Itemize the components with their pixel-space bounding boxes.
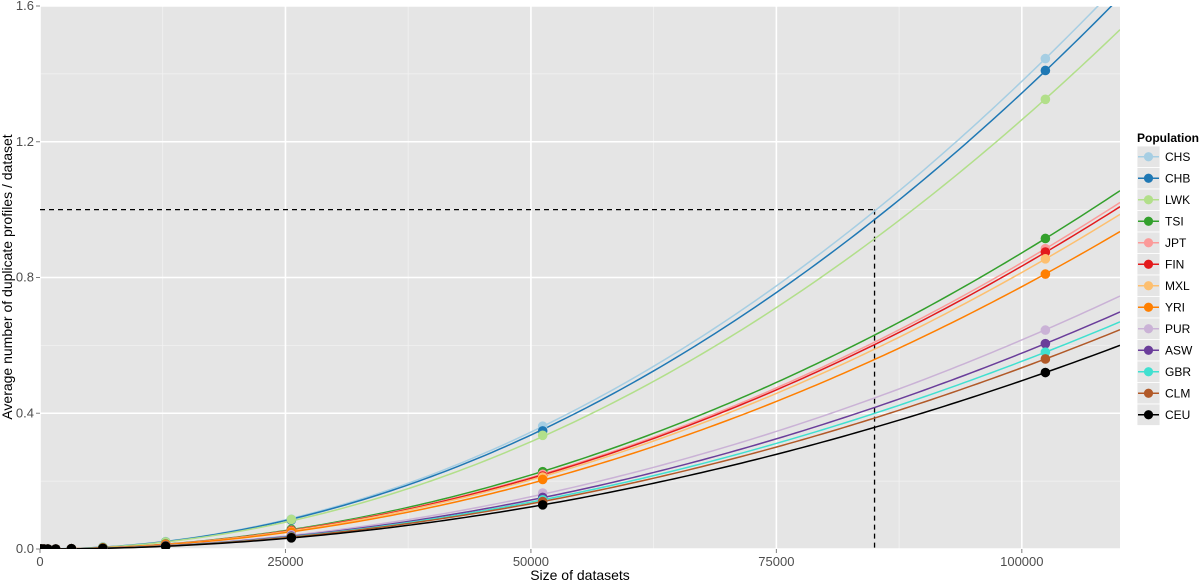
data-point-ceu xyxy=(160,541,171,549)
data-point-clm xyxy=(1040,354,1051,364)
data-point-lwk xyxy=(537,430,548,441)
legend-key-point xyxy=(1143,345,1154,355)
data-point-yri xyxy=(537,474,548,485)
y-tick-label: 1.6 xyxy=(16,0,34,13)
y-tick-label: 0.8 xyxy=(16,270,34,285)
y-axis-title: Average number of duplicate profiles / d… xyxy=(0,134,15,419)
x-axis-title: Size of datasets xyxy=(530,567,630,582)
x-tick-label: 50000 xyxy=(513,554,549,569)
legend-key-point xyxy=(1143,216,1154,226)
legend-key-point xyxy=(1143,388,1154,398)
data-point-ceu xyxy=(286,533,297,543)
legend-label-fin: FIN xyxy=(1165,258,1184,272)
series-line-ceu xyxy=(40,344,1120,549)
data-points xyxy=(40,53,1051,549)
y-tick-label: 1.2 xyxy=(16,134,34,149)
legend-label-lwk: LWK xyxy=(1165,193,1190,207)
legend-key-point xyxy=(1143,195,1154,205)
data-point-ceu xyxy=(1040,367,1051,378)
legend-key-point xyxy=(1143,302,1154,312)
x-tick-label: 25000 xyxy=(267,554,303,569)
data-point-gbr xyxy=(1040,347,1051,357)
data-point-chs xyxy=(1040,53,1051,64)
data-point-ceu xyxy=(66,543,77,549)
legend-label-tsi: TSI xyxy=(1165,215,1184,229)
series-line-yri xyxy=(40,230,1120,549)
legend-label-pur: PUR xyxy=(1165,322,1191,336)
legend-key-point xyxy=(1143,259,1154,269)
legend-key-point xyxy=(1143,281,1154,291)
data-point-pur xyxy=(1040,325,1051,335)
legend: Population CHS CHB LWK TSI JPT FIN MXL YRI PUR AS… xyxy=(1136,131,1199,426)
legend-label-chs: CHS xyxy=(1165,150,1190,164)
legend-key-point xyxy=(1143,238,1154,248)
x-tick-label: 0 xyxy=(36,554,43,569)
data-point-ceu xyxy=(50,544,61,549)
legend-key-point xyxy=(1143,324,1154,334)
grid xyxy=(39,5,1120,550)
y-tick-label: 0.0 xyxy=(16,541,34,556)
series-line-chb xyxy=(40,6,1113,549)
data-point-fin xyxy=(1040,247,1051,257)
axes: 0 25000 50000 75000 100000 0.0 0.4 0.8 1.2 1.6 xyxy=(16,0,1044,569)
data-point-mxl xyxy=(1040,254,1051,264)
legend-label-jpt: JPT xyxy=(1165,236,1187,250)
data-point-chb xyxy=(1040,65,1051,76)
data-point-yri xyxy=(1040,269,1051,279)
legend-key-point xyxy=(1143,173,1154,183)
legend-label-asw: ASW xyxy=(1165,344,1193,358)
data-point-ceu xyxy=(98,543,108,549)
data-point-lwk xyxy=(286,514,297,525)
legend-title: Population xyxy=(1137,131,1199,145)
data-point-tsi xyxy=(1040,233,1051,244)
data-point-ceu xyxy=(43,544,53,549)
reference-lines xyxy=(40,208,876,549)
y-tick-label: 0.4 xyxy=(16,405,34,420)
series-lines xyxy=(40,6,1120,549)
x-tick-label: 75000 xyxy=(758,554,794,569)
legend-key-point xyxy=(1143,152,1154,162)
data-point-ceu xyxy=(537,500,548,510)
legend-label-yri: YRI xyxy=(1165,301,1185,315)
legend-label-ceu: CEU xyxy=(1165,408,1190,422)
x-tick-label: 100000 xyxy=(1000,554,1043,569)
legend-label-mxl: MXL xyxy=(1165,279,1190,293)
legend-key-point xyxy=(1143,367,1154,377)
series-line-lwk xyxy=(40,29,1120,549)
legend-label-clm: CLM xyxy=(1165,387,1190,401)
legend-key-point xyxy=(1143,410,1154,420)
data-point-asw xyxy=(1040,338,1051,349)
legend-label-gbr: GBR xyxy=(1165,365,1191,379)
data-point-lwk xyxy=(1040,94,1051,105)
legend-label-chb: CHB xyxy=(1165,172,1190,186)
